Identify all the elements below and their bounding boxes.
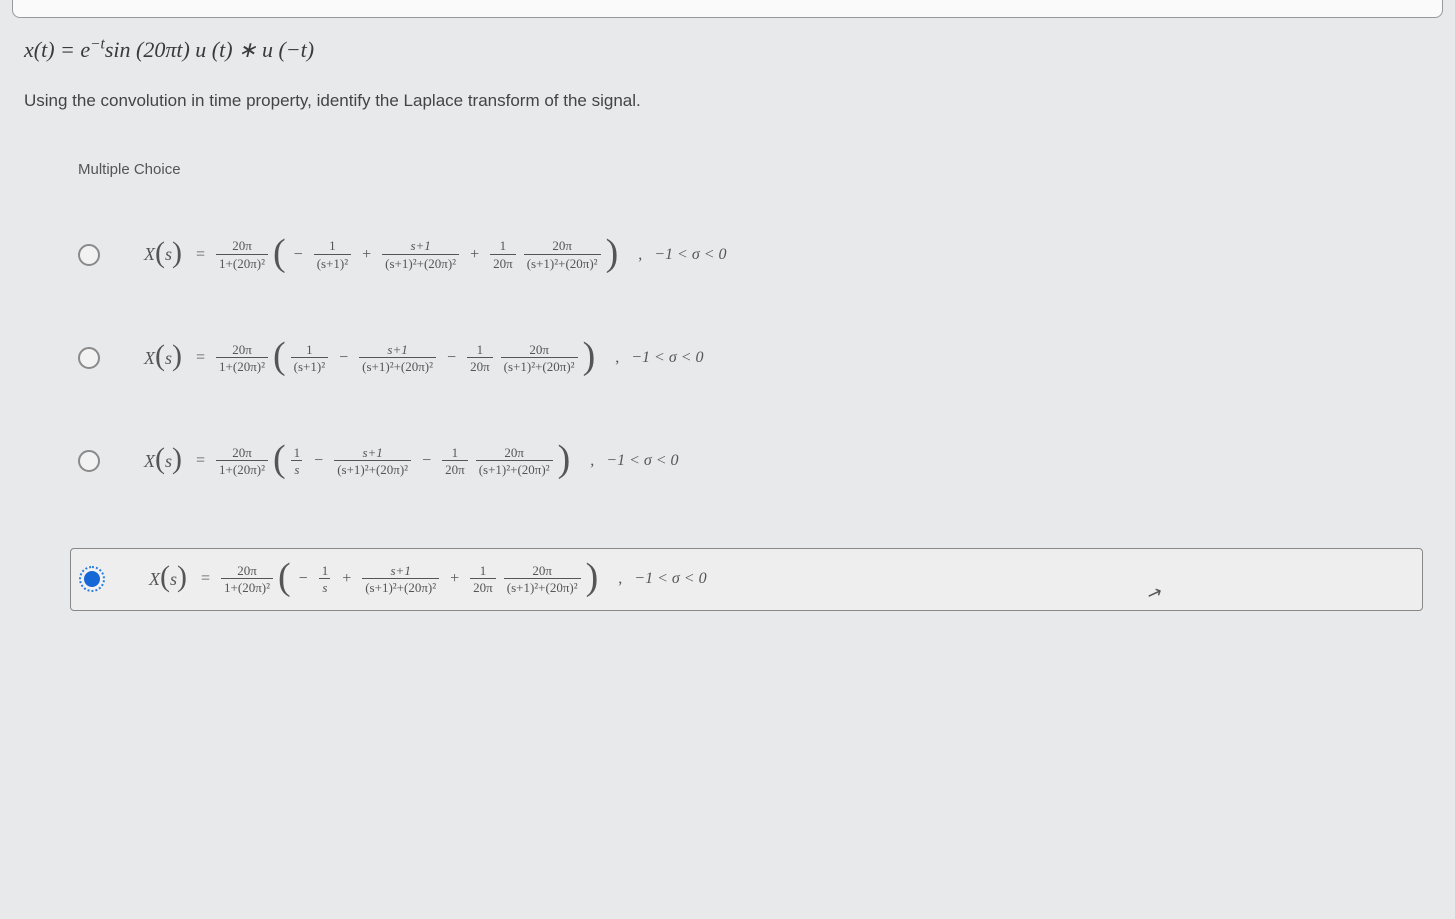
radio-A[interactable] (78, 244, 100, 266)
choice-C[interactable]: X(s)=20π1+(20π)²(1s−s+1(s+1)²+(20π)²−120… (78, 445, 1415, 478)
question-prompt: Using the convolution in time property, … (24, 91, 1431, 111)
question-area: x(t) = e−tsin (20πt) u (t) ∗ u (−t) Usin… (0, 18, 1455, 161)
choice-C-formula: X(s)=20π1+(20π)²(1s−s+1(s+1)²+(20π)²−120… (144, 445, 679, 478)
multiple-choice-label: Multiple Choice (78, 161, 1455, 178)
choice-B-formula: X(s)=20π1+(20π)²(1(s+1)²−s+1(s+1)²+(20π)… (144, 342, 704, 375)
question-box-border (12, 0, 1443, 18)
radio-D[interactable] (79, 566, 105, 592)
radio-B[interactable] (78, 347, 100, 369)
choice-D-formula: X(s)=20π1+(20π)²(−1s+s+1(s+1)²+(20π)²+12… (149, 563, 707, 596)
choice-A-formula: X(s)=20π1+(20π)²(−1(s+1)²+s+1(s+1)²+(20π… (144, 238, 727, 271)
choice-A[interactable]: X(s)=20π1+(20π)²(−1(s+1)²+s+1(s+1)²+(20π… (78, 238, 1415, 271)
choices-container: X(s)=20π1+(20π)²(−1(s+1)²+s+1(s+1)²+(20π… (78, 238, 1415, 611)
signal-equation: x(t) = e−tsin (20πt) u (t) ∗ u (−t) (24, 36, 1431, 63)
choice-D[interactable]: X(s)=20π1+(20π)²(−1s+s+1(s+1)²+(20π)²+12… (70, 548, 1423, 611)
choice-B[interactable]: X(s)=20π1+(20π)²(1(s+1)²−s+1(s+1)²+(20π)… (78, 342, 1415, 375)
cursor-icon: ↖ (1144, 581, 1165, 606)
radio-C[interactable] (78, 450, 100, 472)
